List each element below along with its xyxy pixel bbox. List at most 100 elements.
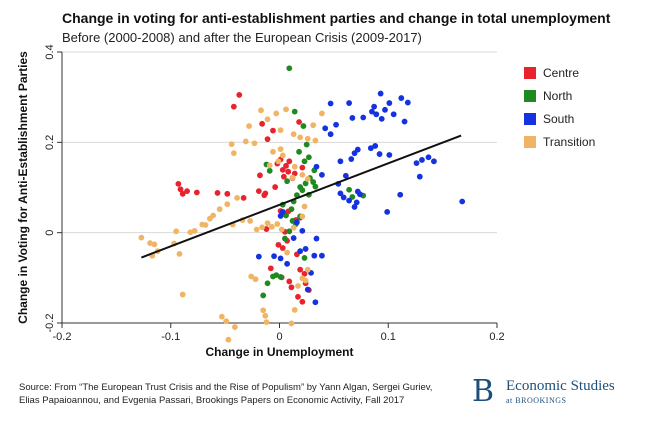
data-point-centre — [257, 172, 263, 179]
data-point-transition — [253, 226, 260, 233]
gridlines — [62, 51, 497, 324]
data-point-centre — [275, 241, 282, 248]
data-point-south — [353, 199, 360, 206]
source-note: Source: From “The European Trust Crisis … — [19, 381, 489, 407]
data-point-transition — [301, 203, 308, 210]
data-point-transition — [218, 313, 225, 320]
data-point-transition — [291, 163, 298, 170]
data-point-south — [369, 108, 375, 115]
data-point-south — [351, 204, 358, 210]
legend-swatch-centre — [524, 67, 536, 79]
data-point-centre — [230, 103, 237, 110]
data-point-north — [296, 148, 302, 155]
data-point-north — [260, 292, 267, 299]
data-point-centre — [285, 168, 292, 175]
data-point-transition — [199, 221, 206, 228]
data-point-transition — [312, 137, 319, 144]
data-point-transition — [263, 319, 270, 325]
data-point-south — [290, 235, 297, 241]
legend-swatch-transition — [524, 136, 536, 148]
data-point-south — [346, 100, 352, 106]
data-point-transition — [288, 320, 295, 327]
data-point-south — [425, 154, 432, 161]
data-point-south — [319, 171, 325, 178]
data-point-transition — [228, 141, 235, 148]
legend-label-centre: Centre — [543, 66, 579, 80]
x-tick-label: -0.2 — [53, 331, 72, 343]
axes: -0.2 0 0.2 0.4 -0.2 -0.1 0 0.1 0.2 Change in Unem… — [16, 44, 505, 359]
data-point-centre — [299, 298, 306, 305]
data-point-south — [337, 190, 344, 197]
data-point-south — [337, 158, 344, 165]
data-point-north — [264, 280, 271, 287]
data-point-transition — [225, 336, 232, 343]
data-point-transition — [187, 229, 194, 236]
data-point-centre — [272, 184, 279, 190]
data-point-south — [373, 111, 380, 118]
data-point-south — [313, 163, 320, 170]
data-point-transition — [284, 249, 291, 256]
data-point-south — [401, 118, 408, 125]
data-point-south — [327, 100, 334, 107]
data-point-transition — [274, 221, 281, 227]
data-point-centre — [301, 270, 308, 277]
x-tick-label: 0.1 — [381, 331, 396, 343]
data-point-transition — [216, 206, 223, 213]
x-axis-label: Change in Unemployment — [205, 345, 353, 359]
brand-mark: B — [472, 374, 495, 409]
data-point-north — [284, 178, 291, 185]
data-point-south — [351, 150, 358, 157]
data-point-transition — [279, 152, 286, 159]
data-point-transition — [297, 134, 304, 141]
data-point-transition — [234, 194, 240, 201]
data-point-transition — [262, 312, 269, 319]
data-point-south — [277, 213, 284, 219]
data-point-south — [340, 194, 347, 201]
data-point-south — [255, 253, 262, 260]
data-point-north — [312, 183, 319, 190]
data-point-centre — [262, 190, 269, 197]
y-tick-label: 0.2 — [44, 135, 56, 150]
data-point-south — [346, 197, 352, 204]
data-point-transition — [264, 116, 271, 123]
data-point-south — [419, 157, 425, 163]
data-point-south — [342, 172, 349, 179]
data-point-centre — [295, 293, 301, 300]
legend-swatch-north — [524, 90, 536, 102]
data-point-centre — [175, 180, 182, 187]
data-point-south — [333, 121, 339, 128]
data-point-centre — [283, 162, 289, 169]
data-point-centre — [279, 166, 286, 173]
data-point-north — [291, 108, 298, 115]
x-tick-label: -0.1 — [161, 331, 180, 343]
data-point-south — [397, 191, 404, 198]
data-point-transition — [210, 212, 217, 219]
data-point-south — [378, 115, 385, 122]
data-point-south — [382, 106, 388, 113]
y-tick-label: -0.2 — [44, 314, 56, 333]
data-point-north — [310, 179, 317, 185]
data-point-centre — [267, 265, 274, 272]
data-point-centre — [286, 278, 293, 285]
data-point-centre — [280, 173, 287, 180]
data-point-transition — [290, 224, 297, 231]
x-tick-label: 0.2 — [489, 331, 504, 343]
data-point-centre — [236, 92, 243, 98]
data-point-transition — [260, 307, 267, 314]
data-point-south — [431, 158, 437, 165]
data-point-transition — [179, 291, 186, 298]
data-point-transition — [319, 110, 325, 117]
legend: Centre North South Transition — [524, 66, 595, 149]
data-point-north — [288, 206, 295, 213]
data-point-south — [360, 114, 367, 121]
data-point-centre — [255, 188, 262, 195]
data-point-south — [284, 260, 291, 267]
data-point-south — [277, 255, 284, 262]
data-point-centre — [297, 266, 304, 273]
data-point-north — [301, 255, 308, 261]
data-point-transition — [259, 224, 265, 231]
data-point-transition — [277, 127, 284, 134]
data-point-centre — [179, 190, 186, 197]
data-point-centre — [214, 190, 221, 196]
data-point-transition — [247, 218, 254, 224]
